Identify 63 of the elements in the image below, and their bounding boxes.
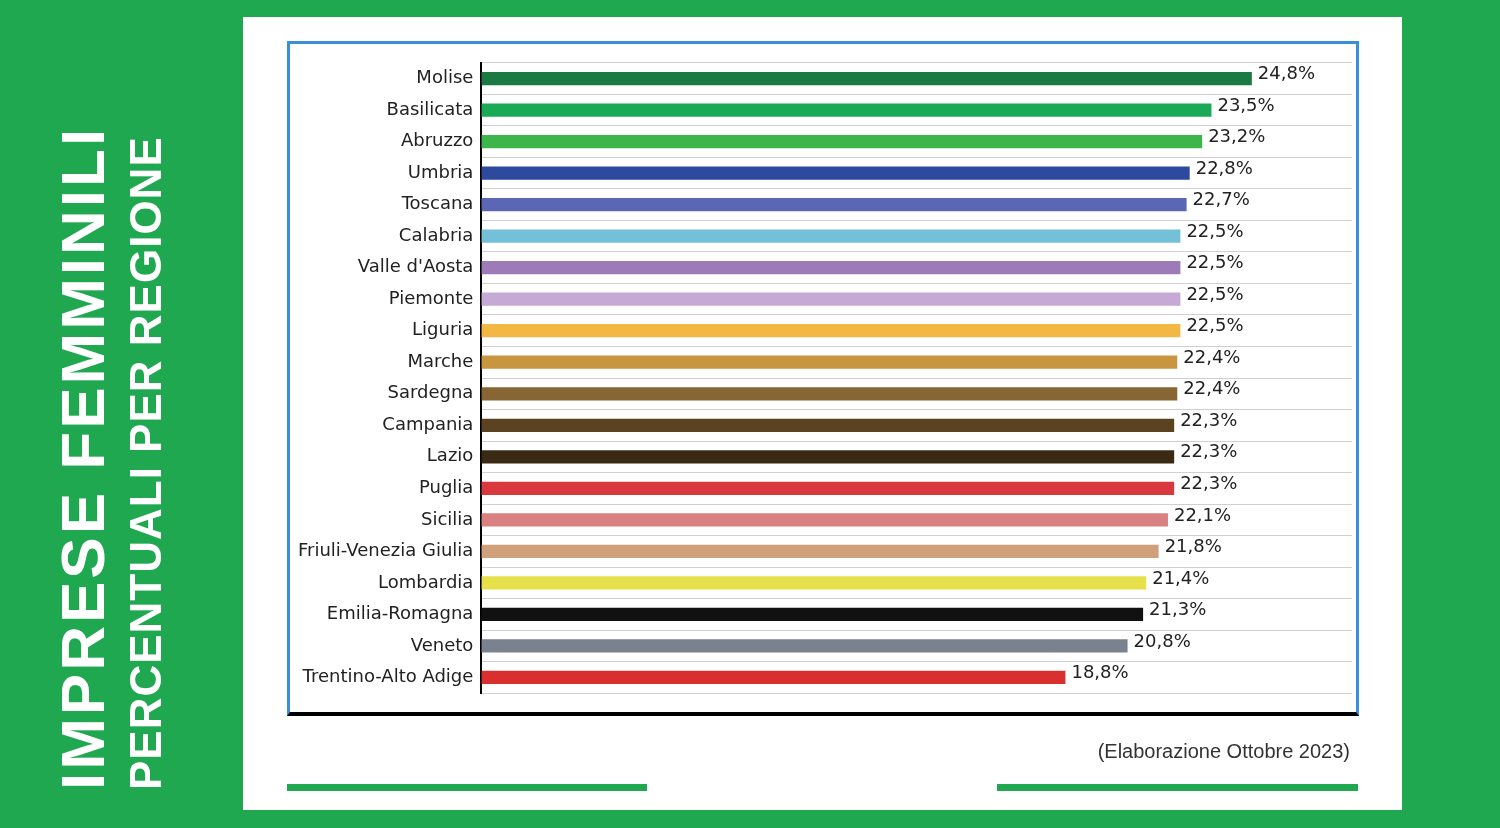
y-tick-label: Lombardia [378,570,474,592]
bar [481,198,1187,212]
data-label: 21,4% [1152,566,1210,588]
data-label: 22,5% [1186,251,1244,273]
bar [481,544,1159,558]
bar [481,355,1178,369]
data-label: 22,8% [1195,156,1253,178]
bar [481,103,1212,117]
data-label: 20,8% [1133,629,1191,651]
data-label: 22,3% [1180,408,1238,430]
y-tick-label: Trentino-Alto Adige [301,665,474,687]
y-tick-label: Marche [407,349,474,371]
bar [481,418,1175,432]
bar [481,450,1175,464]
bar [481,670,1066,685]
y-tick-label: Emilia-Romagna [326,602,474,624]
text: PERCENTUALI PER REGIONE [121,135,170,790]
bar [481,387,1178,401]
y-tick-label: Basilicata [386,97,474,119]
data-label: 23,2% [1208,125,1266,147]
data-label: 22,1% [1173,503,1232,525]
bar [481,229,1181,243]
data-label: 22,3% [1180,440,1238,462]
data-label: 22,5% [1186,314,1244,336]
data-label: 22,3% [1180,471,1238,493]
y-tick-label: Puglia [418,475,474,497]
bar [481,481,1175,495]
y-tick-label: Piemonte [388,286,474,308]
bar [481,134,1203,149]
bar [481,292,1181,306]
data-label: 21,3% [1149,598,1207,620]
bar [481,513,1168,527]
bar [481,607,1144,622]
data-label: 24,8% [1257,62,1316,84]
y-tick-label: Calabria [398,223,474,245]
y-tick-label: Sicilia [421,507,474,529]
data-label: 22,5% [1186,282,1244,304]
y-tick-label: Campania [382,412,474,434]
y-tick-label: Lazio [426,444,474,466]
y-tick-label: Umbria [407,160,474,182]
bar [481,639,1128,653]
data-label: 22,4% [1183,377,1241,399]
text: (Elaborazione Ottobre 2023) [1097,740,1350,763]
data-label: 23,5% [1217,93,1275,115]
y-tick-label: Liguria [412,318,474,340]
bar [481,576,1147,590]
bar [481,166,1190,180]
y-tick-label: Friuli-Venezia Giulia [298,539,474,561]
bar [481,261,1181,275]
y-tick-label: Toscana [400,192,474,214]
data-label: 22,5% [1186,219,1244,241]
data-label: 18,8% [1071,661,1129,683]
y-tick-label: Sardegna [387,381,474,403]
y-tick-label: Veneto [410,633,474,655]
data-label: 22,7% [1192,188,1250,210]
y-tick-label: Valle d'Aosta [357,255,474,277]
data-label: 22,4% [1183,345,1241,367]
text: IMPRESE FEMMINILI [48,124,117,790]
bar [481,324,1181,338]
bar [481,71,1252,86]
data-label: 21,8% [1164,535,1222,557]
y-tick-label: Abruzzo [400,129,474,151]
y-tick-label: Molise [416,66,474,88]
